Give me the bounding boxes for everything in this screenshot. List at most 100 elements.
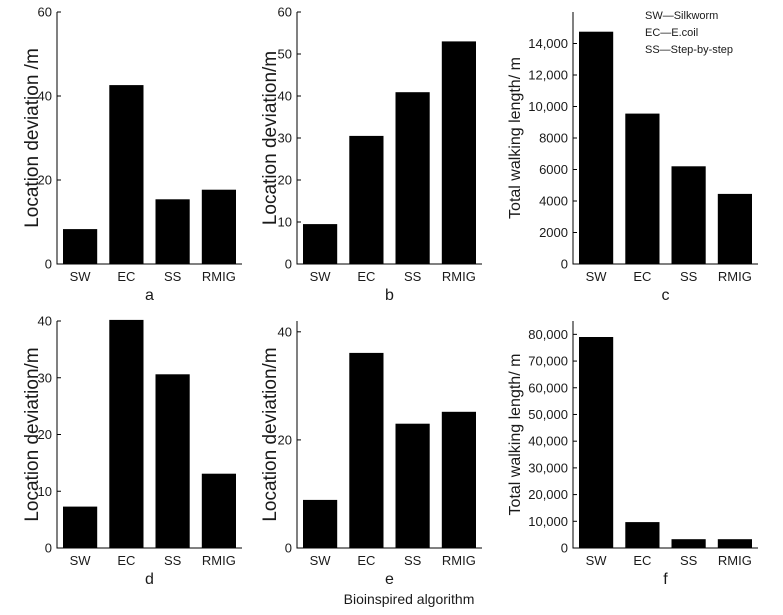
y-tick-label-f: 20,000 <box>528 487 568 502</box>
bar-e-ec <box>349 352 384 548</box>
y-tick-label-f: 40,000 <box>528 434 568 449</box>
bar-b-ss <box>395 92 430 264</box>
y-tick-label-a: 20 <box>38 173 52 188</box>
y-axis-title-a: Location deviation /m <box>22 48 43 228</box>
y-tick-label-f: 0 <box>561 541 568 556</box>
bar-a-rmig <box>201 189 236 264</box>
panel-caption-b: b <box>385 287 394 304</box>
x-tick-label-f-ss: SS <box>680 553 698 568</box>
x-tick-label-b-sw: SW <box>310 269 332 284</box>
x-tick-label-f-ec: EC <box>633 553 651 568</box>
y-tick-label-f: 80,000 <box>528 327 568 342</box>
y-axis-title-b: Location deviation/m <box>260 51 281 225</box>
x-tick-label-d-rmig: RMIG <box>202 553 236 568</box>
bar-c-sw <box>579 31 614 265</box>
panel-c: 0 2000 4000 6000 8000 10,000 12,000 14,000 SW EC S… <box>507 12 758 304</box>
x-tick-label-a-rmig: RMIG <box>202 269 236 284</box>
x-tick-label-f-sw: SW <box>586 553 608 568</box>
y-tick-label-b: 20 <box>278 173 292 188</box>
bar-c-ec <box>625 113 660 264</box>
y-tick-label-a: 60 <box>38 5 52 20</box>
y-tick-label-d: 40 <box>38 314 52 329</box>
x-tick-label-b-ec: EC <box>357 269 375 284</box>
bar-f-rmig <box>717 539 752 548</box>
bar-c-ss <box>671 166 706 264</box>
y-tick-label-f: 70,000 <box>528 354 568 369</box>
bar-d-ec <box>109 319 144 548</box>
y-tick-label-c: 12,000 <box>528 68 568 83</box>
bar-c-rmig <box>717 193 752 264</box>
y-tick-label-e: 0 <box>285 541 292 556</box>
bar-d-rmig <box>201 473 236 548</box>
y-tick-label-a: 0 <box>45 257 52 272</box>
y-axis-title-d: Location deviation/m <box>22 347 43 521</box>
x-tick-label-c-sw: SW <box>586 269 608 284</box>
y-axis-title-e: Location deviation/m <box>260 347 281 521</box>
legend: SW—Silkworm EC—E.coil SS—Step-by-step <box>645 10 733 56</box>
y-axis-title-c: Total walking length/ m <box>507 57 524 219</box>
bar-f-sw <box>579 337 614 548</box>
legend-entry-ss: SS—Step-by-step <box>645 44 733 56</box>
panel-b: 0 10 20 30 40 50 60 SW EC SS RMIG Location deviatio… <box>260 5 482 304</box>
y-tick-label-d: 20 <box>38 427 52 442</box>
legend-entry-ec: EC—E.coil <box>645 27 698 39</box>
y-tick-label-d: 30 <box>38 370 52 385</box>
y-tick-label-d: 0 <box>45 541 52 556</box>
y-tick-label-b: 40 <box>278 89 292 104</box>
legend-entry-sw: SW—Silkworm <box>645 10 718 22</box>
x-tick-label-e-sw: SW <box>310 553 332 568</box>
y-tick-label-b: 60 <box>278 5 292 20</box>
bar-a-sw <box>63 229 98 264</box>
bar-f-ec <box>625 522 660 548</box>
bar-e-rmig <box>441 411 476 548</box>
panel-f: 0 10,000 20,000 30,000 40,000 50,000 60,000 70,… <box>507 321 758 588</box>
bar-f-ss <box>671 539 706 548</box>
y-tick-label-f: 30,000 <box>528 460 568 475</box>
y-tick-label-b: 30 <box>278 131 292 146</box>
y-tick-label-e: 40 <box>278 324 292 339</box>
bar-e-ss <box>395 423 430 548</box>
x-tick-label-a-sw: SW <box>70 269 92 284</box>
x-tick-label-c-rmig: RMIG <box>718 269 752 284</box>
bar-b-ec <box>349 135 384 264</box>
bar-d-ss <box>155 374 190 548</box>
x-tick-label-d-ec: EC <box>117 553 135 568</box>
panel-caption-e: e <box>385 571 394 588</box>
y-tick-label-c: 2000 <box>539 225 568 240</box>
y-tick-label-c: 10,000 <box>528 99 568 114</box>
x-tick-label-c-ec: EC <box>633 269 651 284</box>
x-tick-label-d-ss: SS <box>164 553 182 568</box>
y-tick-label-c: 14,000 <box>528 36 568 51</box>
x-tick-label-b-rmig: RMIG <box>442 269 476 284</box>
x-tick-label-e-rmig: RMIG <box>442 553 476 568</box>
x-tick-label-f-rmig: RMIG <box>718 553 752 568</box>
y-tick-label-b: 50 <box>278 47 292 62</box>
x-tick-label-e-ss: SS <box>404 553 422 568</box>
bar-b-rmig <box>441 41 476 265</box>
bar-d-sw <box>63 506 98 548</box>
bar-a-ec <box>109 85 144 264</box>
x-tick-label-a-ec: EC <box>117 269 135 284</box>
x-tick-label-e-ec: EC <box>357 553 375 568</box>
y-tick-label-b: 0 <box>285 257 292 272</box>
y-axis-title-f: Total walking length/ m <box>507 354 524 516</box>
y-tick-label-c: 4000 <box>539 194 568 209</box>
y-tick-label-c: 8000 <box>539 131 568 146</box>
x-tick-label-b-ss: SS <box>404 269 422 284</box>
bar-b-sw <box>303 224 338 264</box>
y-tick-label-a: 40 <box>38 89 52 104</box>
panel-d: 0 10 20 30 40 SW EC SS RMIG Location deviation/m d <box>22 314 242 588</box>
y-tick-label-d: 10 <box>38 484 52 499</box>
panel-caption-c: c <box>662 287 670 304</box>
y-tick-label-c: 0 <box>561 257 568 272</box>
y-tick-label-f: 50,000 <box>528 407 568 422</box>
y-tick-label-b: 10 <box>278 215 292 230</box>
y-tick-label-f: 60,000 <box>528 380 568 395</box>
panel-caption-d: d <box>145 571 154 588</box>
x-tick-label-c-ss: SS <box>680 269 698 284</box>
panel-a: 0 20 40 60 SW EC SS RMIG Location deviation /m a <box>22 5 242 304</box>
panel-e: 0 20 40 SW EC SS RMIG Location deviation/m e <box>260 321 482 588</box>
x-tick-label-d-sw: SW <box>70 553 92 568</box>
